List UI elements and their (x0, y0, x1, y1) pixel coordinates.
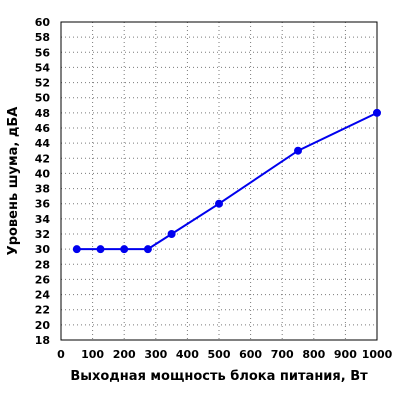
data-point (143, 245, 152, 254)
x-tick-label: 1000 (362, 348, 393, 361)
series-line (76, 111, 378, 251)
grid-lines (61, 22, 377, 340)
x-tick-label: 500 (208, 348, 231, 361)
y-tick-label: 22 (35, 304, 50, 317)
y-tick-label: 52 (35, 77, 50, 90)
x-tick-label: 400 (176, 348, 199, 361)
y-tick-label: 32 (35, 228, 50, 241)
x-tick-label: 800 (302, 348, 325, 361)
series (72, 108, 381, 254)
y-tick-label: 44 (35, 137, 51, 150)
y-tick-label: 24 (35, 289, 51, 302)
plot-frame (60, 21, 378, 341)
y-tick-label: 54 (35, 61, 51, 74)
y-tick-label: 30 (35, 243, 51, 256)
y-tick-label: 56 (35, 46, 51, 59)
x-tick-label: 0 (57, 348, 65, 361)
data-point (294, 146, 302, 155)
x-tick-label: 300 (144, 348, 167, 361)
y-tick-label: 38 (35, 183, 50, 196)
y-tick-label: 36 (35, 198, 51, 211)
y-axis-label: Уровень шума, дБА (6, 107, 21, 256)
data-point (72, 245, 81, 254)
y-axis-ticks: 18 20 22 24 26 28 30 32 34 36 38 40 42 44 46 48 50 52 54 56… (35, 16, 51, 347)
data-point (96, 245, 105, 254)
y-tick-label: 40 (35, 167, 51, 180)
y-tick-label: 28 (35, 258, 50, 271)
x-axis-label: Выходная мощность блока питания, Вт (70, 369, 368, 384)
y-tick-label: 20 (35, 319, 51, 332)
data-point (215, 199, 223, 208)
x-tick-label: 700 (271, 348, 294, 361)
y-tick-label: 58 (35, 31, 50, 44)
data-point (167, 230, 176, 238)
x-tick-label: 100 (81, 348, 104, 361)
y-tick-label: 46 (35, 122, 51, 135)
x-tick-label: 600 (239, 348, 262, 361)
y-tick-label: 34 (35, 213, 51, 226)
x-tick-label: 200 (113, 348, 136, 361)
y-tick-label: 42 (35, 152, 50, 165)
data-point (120, 245, 129, 254)
y-tick-label: 26 (35, 273, 51, 286)
y-tick-label: 60 (35, 16, 51, 29)
y-tick-label: 48 (35, 107, 50, 120)
x-axis-ticks: 0 100 200 300 400 500 600 700 800 900 1000 (57, 348, 392, 361)
y-tick-label: 50 (35, 92, 51, 105)
y-tick-label: 18 (35, 334, 50, 347)
x-tick-label: 900 (334, 348, 357, 361)
data-point (373, 108, 381, 117)
